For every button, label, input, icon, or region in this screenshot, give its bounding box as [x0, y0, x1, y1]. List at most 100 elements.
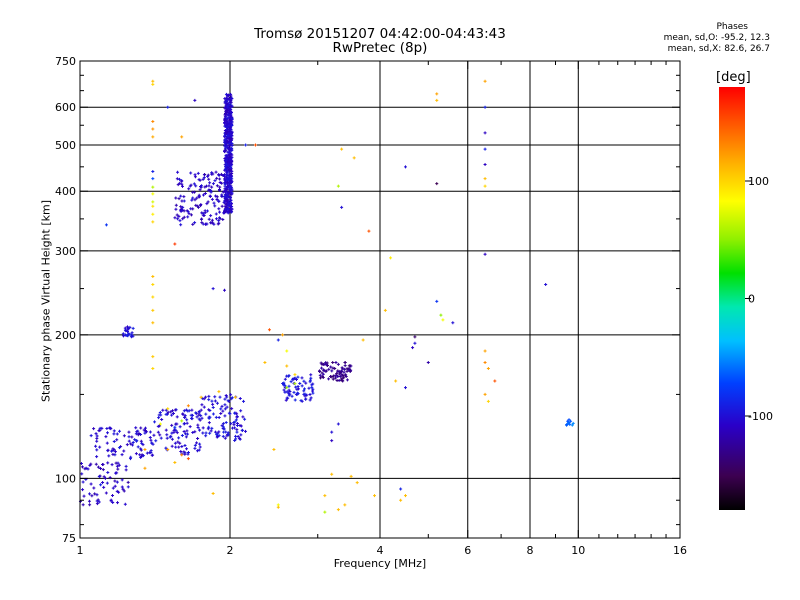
echo-point [89, 434, 93, 438]
echo-point [355, 481, 359, 485]
echo-point [294, 378, 298, 382]
echo-point [154, 439, 158, 443]
echo-point [349, 474, 353, 478]
echo-point [207, 184, 211, 188]
echo-point [113, 484, 117, 488]
echo-point [230, 407, 234, 411]
echo-point [210, 171, 214, 175]
echo-point [223, 407, 227, 411]
echo-point [211, 412, 215, 416]
echo-point [183, 443, 187, 447]
echo-point [233, 438, 237, 442]
echo-point [483, 79, 487, 83]
echo-point [298, 381, 302, 385]
echo-point [156, 430, 160, 434]
echo-point [227, 155, 231, 159]
stats-x-mode: mean, sd,X: 82.6, 26.7 [667, 44, 770, 54]
echo-point [111, 447, 115, 451]
echo-point [181, 217, 185, 221]
echo-point [101, 468, 105, 472]
echo-point [224, 158, 228, 162]
echo-point [221, 190, 225, 194]
echo-point [345, 378, 349, 382]
echo-point [136, 433, 140, 437]
colorbar-label: [deg] [716, 70, 751, 85]
echo-point [228, 184, 232, 188]
x-tick-label: 1 [77, 544, 84, 557]
echo-point [296, 392, 300, 396]
echo-point [330, 430, 334, 434]
echo-point [126, 485, 130, 489]
echo-point [227, 97, 231, 101]
echo-point [216, 434, 220, 438]
echo-point [208, 188, 212, 192]
echo-point [209, 190, 213, 194]
echo-point [186, 404, 190, 408]
echo-point [152, 433, 156, 437]
echo-point [276, 338, 280, 342]
echo-point [210, 399, 214, 403]
echo-point [201, 431, 205, 435]
echo-point [333, 366, 337, 370]
echo-point [226, 211, 230, 215]
echo-point [213, 399, 217, 403]
echo-point [180, 182, 184, 186]
echo-point [321, 372, 325, 376]
echo-point [493, 379, 497, 383]
echo-point [172, 430, 176, 434]
echo-point [134, 432, 138, 436]
echo-point [227, 147, 231, 151]
echo-point [241, 415, 245, 419]
echo-point [99, 483, 103, 487]
echo-point [101, 481, 105, 485]
echo-point [233, 411, 237, 415]
echo-point [158, 424, 162, 428]
echo-point [169, 410, 173, 414]
echo-point [188, 425, 192, 429]
echo-point [568, 422, 572, 426]
echo-point [303, 387, 307, 391]
echo-point [94, 432, 98, 436]
echo-point [104, 435, 108, 439]
echo-point [226, 134, 230, 138]
echo-point [151, 282, 155, 286]
x-tick-label: 2 [227, 544, 234, 557]
echo-point [199, 395, 203, 399]
echo-point [134, 426, 138, 430]
echo-point [230, 123, 234, 127]
echo-point [180, 453, 184, 457]
echo-point [309, 376, 313, 380]
echo-point [115, 480, 119, 484]
echo-point [223, 182, 227, 186]
echo-point [340, 369, 344, 373]
echo-point [229, 174, 233, 178]
echo-point [227, 411, 231, 415]
echo-point [106, 471, 110, 475]
echo-point [329, 365, 333, 369]
echo-point [213, 395, 217, 399]
echo-point [224, 421, 228, 425]
echo-point [335, 372, 339, 376]
echo-point [88, 463, 92, 467]
echo-point [178, 425, 182, 429]
echo-point [225, 188, 229, 192]
echo-point [115, 432, 119, 436]
echo-point [210, 426, 214, 430]
echo-point [105, 426, 109, 430]
echo-point [242, 399, 246, 403]
echo-point [224, 168, 228, 172]
echo-point [207, 408, 211, 412]
echo-point [389, 256, 393, 260]
echo-point [228, 196, 232, 200]
echo-point [151, 366, 155, 370]
echo-point [210, 218, 214, 222]
echo-point [325, 363, 329, 367]
echo-point [234, 437, 238, 441]
echo-point [213, 204, 217, 208]
echo-point [413, 335, 417, 339]
echo-point [111, 486, 115, 490]
y-tick-label: 100 [55, 472, 76, 485]
echo-point [483, 163, 487, 167]
echo-point [124, 464, 128, 468]
echo-point [483, 184, 487, 188]
